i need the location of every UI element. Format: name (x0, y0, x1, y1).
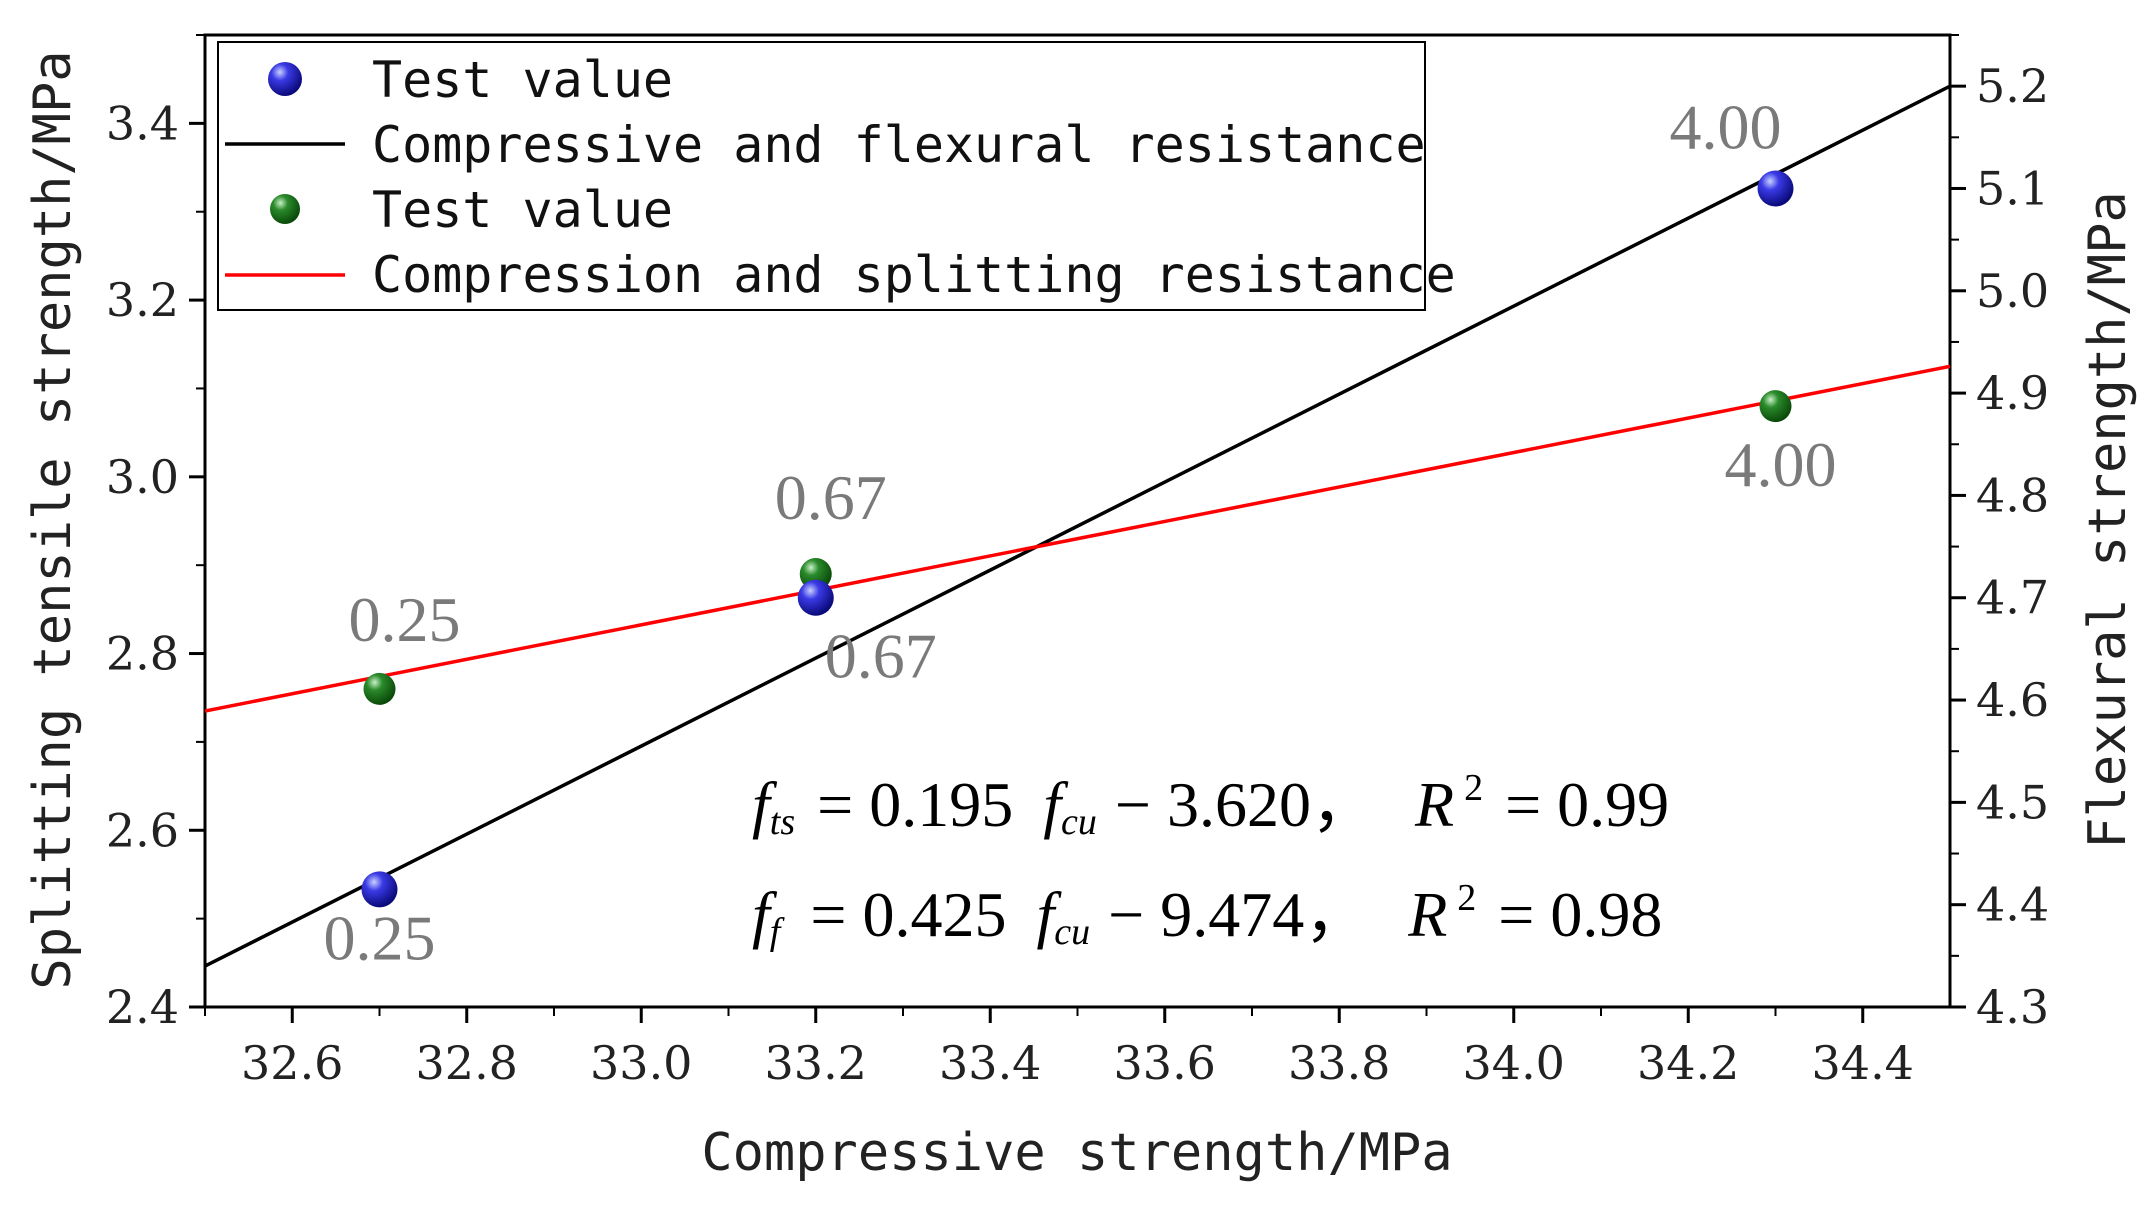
splitting-point (1759, 390, 1792, 423)
x-tick-label: 34.2 (1637, 1036, 1739, 1090)
x-tick-label: 34.0 (1463, 1036, 1565, 1090)
flexural-point-label: 0.25 (324, 902, 436, 973)
legend-green-sphere-icon (270, 194, 300, 224)
legend-label-3: Compression and splitting resistance (372, 246, 1456, 304)
flexural-point (361, 871, 398, 908)
legend-label-0: Test value (372, 51, 673, 109)
x-axis-ticks: 32.6 32.8 33.0 33.2 33.4 33.6 33.8 34.0 34.2 34.4 (204, 1007, 1914, 1090)
legend-label-2: Test value (372, 181, 673, 239)
flexural-point-label: 4.00 (1670, 91, 1782, 162)
x-tick-label: 32.8 (416, 1036, 518, 1090)
legend: Test value Compressive and flexural resi… (217, 41, 1456, 311)
right-y-tick-label: 5.2 (1976, 59, 2049, 113)
left-y-tick-label: 3.2 (106, 273, 179, 327)
x-tick-label: 33.6 (1114, 1036, 1216, 1090)
right-y-tick-label: 4.7 (1976, 571, 2049, 625)
left-y-tick-label: 3.4 (106, 96, 179, 150)
right-y-tick-label: 4.6 (1976, 673, 2049, 727)
right-y-tick-label: 5.0 (1976, 264, 2049, 318)
left-y-axis-ticks: 2.4 2.6 2.8 3.0 3.2 3.4 (106, 34, 205, 1034)
right-y-tick-label: 4.3 (1976, 980, 2049, 1034)
legend-blue-sphere-icon (268, 62, 302, 96)
legend-label-1: Compressive and flexural resistance (372, 116, 1426, 174)
flexural-fit-line (205, 84, 1950, 968)
x-axis-title: Compressive strength/MPa (701, 1123, 1452, 1183)
right-y-axis-title: Flexural strength/MPa (2078, 191, 2138, 848)
equation-splitting: fts = 0.195 fcu − 3.620， R 2 = 0.99 (752, 767, 1669, 843)
data-labels: 0.25 0.67 4.00 0.25 0.67 4.00 (324, 91, 1837, 973)
splitting-point-label: 0.67 (775, 462, 887, 533)
right-y-tick-label: 4.4 (1976, 878, 2049, 932)
left-y-tick-label: 2.6 (106, 803, 179, 857)
splitting-point-label: 4.00 (1725, 429, 1837, 500)
x-tick-label: 34.4 (1812, 1036, 1914, 1090)
right-y-tick-label: 4.9 (1976, 366, 2049, 420)
left-y-tick-label: 2.8 (106, 627, 179, 681)
right-y-axis-ticks: 4.3 4.4 4.5 4.6 4.7 4.8 4.9 5.0 5.1 5.2 (1950, 34, 2049, 1034)
x-tick-label: 33.0 (590, 1036, 692, 1090)
splitting-point-label: 0.25 (349, 584, 461, 655)
flexural-point (1757, 170, 1794, 207)
right-y-tick-label: 4.5 (1976, 775, 2049, 829)
right-y-tick-label: 4.8 (1976, 468, 2049, 522)
x-tick-label: 33.4 (939, 1036, 1041, 1090)
flexural-point (797, 579, 834, 616)
x-tick-label: 33.8 (1288, 1036, 1390, 1090)
legend-box (217, 41, 1426, 311)
x-tick-label: 32.6 (241, 1036, 343, 1090)
flexural-point-label: 0.67 (825, 621, 937, 692)
x-tick-label: 33.2 (765, 1036, 867, 1090)
data-points (361, 170, 1794, 908)
right-y-tick-label: 5.1 (1976, 161, 2049, 215)
splitting-point (363, 672, 396, 705)
left-y-tick-label: 3.0 (106, 450, 179, 504)
splitting-fit-line (205, 364, 1950, 713)
left-y-axis-title: Splitting tensile strength/MPa (23, 50, 83, 989)
equation-flexural: ff = 0.425 fcu − 9.474， R 2 = 0.98 (752, 877, 1662, 953)
left-y-tick-label: 2.4 (106, 980, 179, 1034)
